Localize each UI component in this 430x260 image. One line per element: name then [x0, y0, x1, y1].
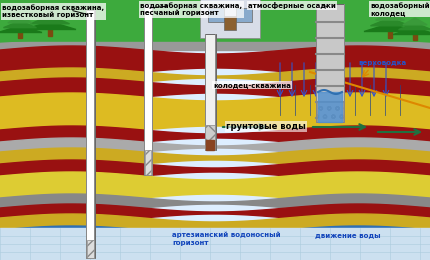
- Polygon shape: [364, 23, 416, 31]
- Polygon shape: [0, 26, 42, 32]
- Text: водозаборная скважина,
известковый горизонт: водозаборная скважина, известковый гориз…: [2, 4, 104, 18]
- Polygon shape: [371, 18, 409, 26]
- Polygon shape: [31, 16, 70, 24]
- Bar: [224, 16, 236, 30]
- Text: атмосферные осадки: атмосферные осадки: [248, 2, 336, 9]
- Polygon shape: [376, 12, 404, 20]
- Bar: [145, 150, 151, 175]
- Polygon shape: [399, 23, 430, 30]
- Bar: [208, 8, 224, 22]
- Text: грунтовые воды: грунтовые воды: [226, 122, 306, 131]
- Bar: [413, 33, 417, 40]
- Bar: [18, 31, 22, 38]
- Bar: [87, 240, 94, 258]
- Polygon shape: [36, 10, 64, 18]
- Bar: [236, 8, 252, 22]
- Bar: [205, 34, 216, 150]
- Bar: [200, 0, 260, 38]
- Polygon shape: [8, 16, 32, 23]
- Text: водозаборный
колодец: водозаборный колодец: [370, 2, 430, 16]
- Bar: [316, 4, 344, 122]
- Polygon shape: [403, 18, 427, 25]
- Bar: [317, 102, 343, 122]
- Bar: [48, 28, 52, 36]
- Bar: [205, 125, 215, 150]
- Polygon shape: [24, 22, 76, 29]
- Text: колодец-скважина: колодец-скважина: [213, 82, 291, 88]
- Text: водозаборная скважина,
песчаный горизонт: водозаборная скважина, песчаный горизонт: [140, 2, 242, 16]
- Text: артезианский водоносный
горизонт: артезианский водоносный горизонт: [172, 232, 281, 245]
- Text: верховодка: верховодка: [358, 60, 406, 66]
- Bar: [144, 4, 152, 175]
- Bar: [206, 140, 214, 150]
- Polygon shape: [393, 28, 430, 35]
- Bar: [86, 10, 95, 258]
- Polygon shape: [3, 21, 37, 28]
- Text: движение воды: движение воды: [315, 232, 381, 238]
- Bar: [318, 92, 342, 122]
- Bar: [388, 30, 392, 38]
